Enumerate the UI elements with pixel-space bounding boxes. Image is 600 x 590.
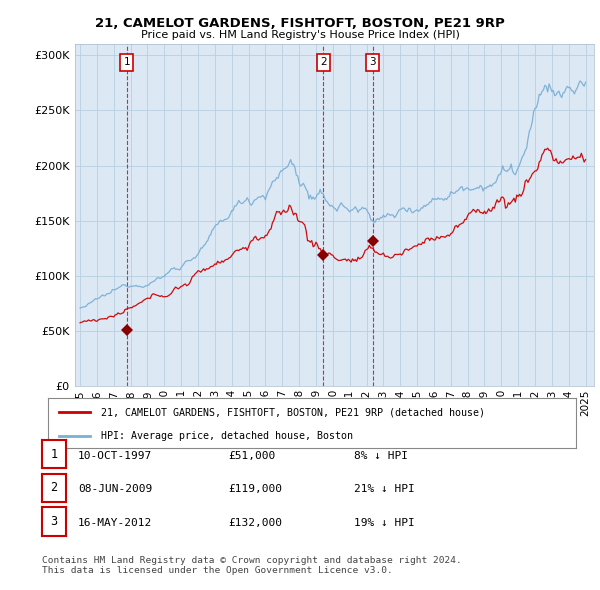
Text: £51,000: £51,000 xyxy=(228,451,275,461)
Text: 1: 1 xyxy=(124,57,130,67)
Text: 8% ↓ HPI: 8% ↓ HPI xyxy=(354,451,408,461)
Text: £132,000: £132,000 xyxy=(228,518,282,528)
Text: HPI: Average price, detached house, Boston: HPI: Average price, detached house, Bost… xyxy=(101,431,353,441)
Text: 3: 3 xyxy=(50,515,58,528)
Text: 1: 1 xyxy=(50,448,58,461)
Text: £119,000: £119,000 xyxy=(228,484,282,494)
Text: 10-OCT-1997: 10-OCT-1997 xyxy=(78,451,152,461)
Text: 19% ↓ HPI: 19% ↓ HPI xyxy=(354,518,415,528)
Text: 3: 3 xyxy=(370,57,376,67)
Text: 21, CAMELOT GARDENS, FISHTOFT, BOSTON, PE21 9RP: 21, CAMELOT GARDENS, FISHTOFT, BOSTON, P… xyxy=(95,17,505,30)
Text: 2: 2 xyxy=(320,57,326,67)
Text: Contains HM Land Registry data © Crown copyright and database right 2024.
This d: Contains HM Land Registry data © Crown c… xyxy=(42,556,462,575)
Text: 2: 2 xyxy=(50,481,58,494)
Text: 08-JUN-2009: 08-JUN-2009 xyxy=(78,484,152,494)
Text: 21, CAMELOT GARDENS, FISHTOFT, BOSTON, PE21 9RP (detached house): 21, CAMELOT GARDENS, FISHTOFT, BOSTON, P… xyxy=(101,407,485,417)
Text: Price paid vs. HM Land Registry's House Price Index (HPI): Price paid vs. HM Land Registry's House … xyxy=(140,31,460,40)
Text: 21% ↓ HPI: 21% ↓ HPI xyxy=(354,484,415,494)
Text: 16-MAY-2012: 16-MAY-2012 xyxy=(78,518,152,528)
